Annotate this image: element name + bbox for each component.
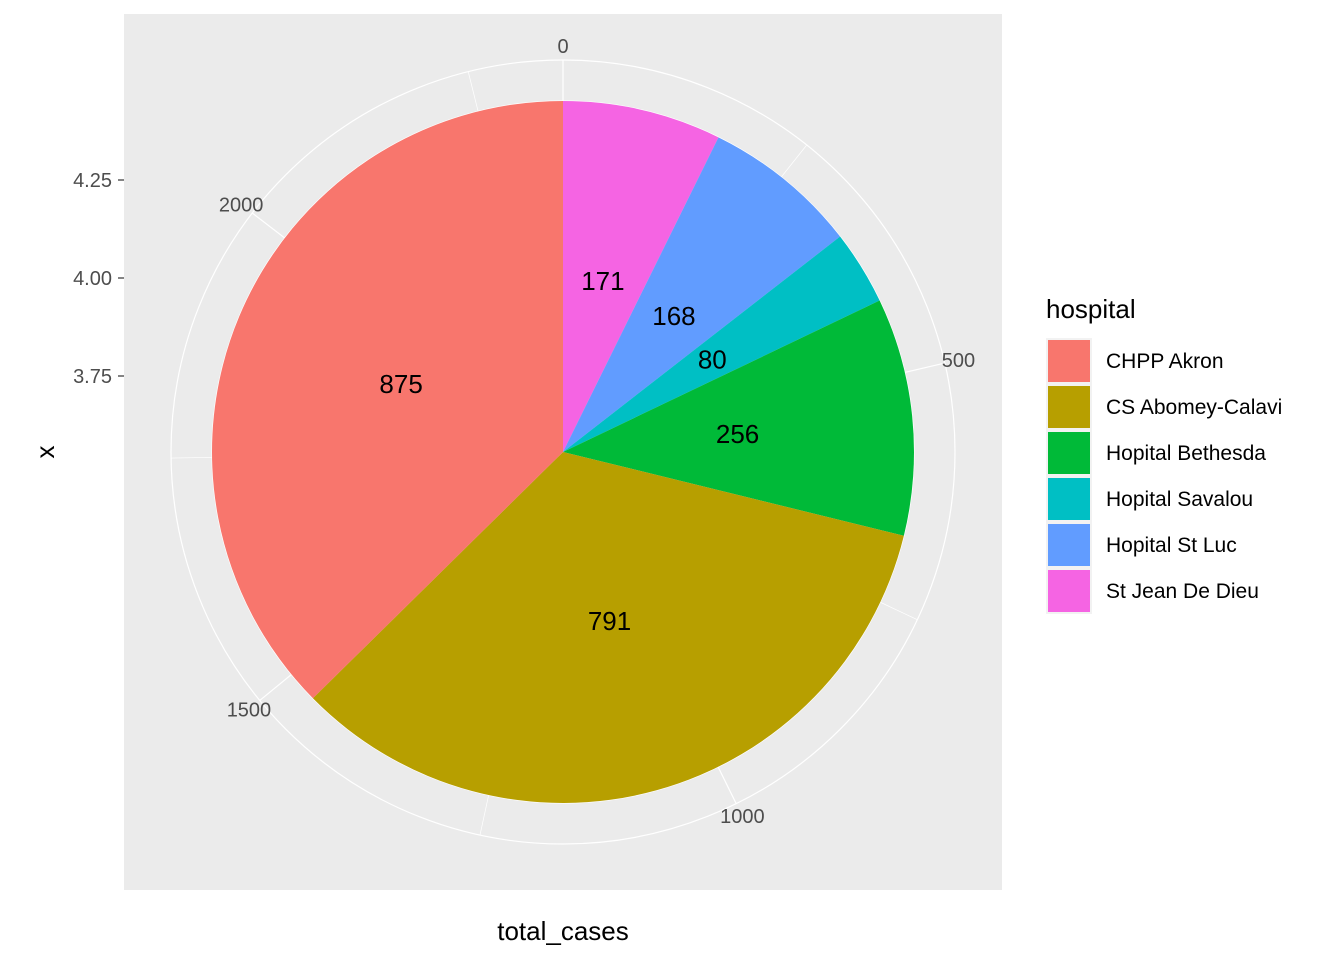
theta-tick-label: 2000 (219, 195, 264, 217)
theta-axis-ticks: 0 500 1000 1500 2000 (219, 36, 975, 828)
slice-value-label: 256 (716, 419, 759, 449)
legend-label: St Jean De Dieu (1106, 580, 1259, 603)
legend-swatch-st-jean-de-dieu (1048, 570, 1090, 612)
slice-value-label: 168 (652, 301, 695, 331)
slice-hopital-st-luc (563, 137, 841, 452)
slice-value-label: 171 (581, 266, 624, 296)
legend-title: hospital (1046, 294, 1136, 324)
slice-value-label: 80 (698, 345, 727, 375)
slice-value-label: 791 (588, 606, 631, 636)
y-tick-label: 3.75 (73, 366, 112, 388)
slice-st-jean-de-dieu (563, 101, 719, 452)
y-axis-title: x (30, 446, 60, 459)
theta-tick-label: 500 (942, 350, 975, 372)
legend-swatch-hopital-savalou (1048, 478, 1090, 520)
theta-tick-label: 0 (557, 36, 568, 58)
slice-chpp-akron (212, 101, 564, 699)
legend-label: Hopital Savalou (1106, 488, 1253, 511)
legend-swatch-hopital-st-luc (1048, 524, 1090, 566)
legend-swatch-hopital-bethesda (1048, 432, 1090, 474)
y-tick-label: 4.00 (73, 268, 112, 290)
legend-swatch-cs-abomey-calavi (1048, 386, 1090, 428)
legend-label: Hopital St Luc (1106, 534, 1237, 557)
slice-cs-abomey-calavi (312, 452, 904, 803)
slice-hopital-savalou (563, 236, 880, 452)
y-tick-label: 4.25 (73, 170, 112, 192)
slice-value-label: 875 (379, 369, 422, 399)
legend-label: Hopital Bethesda (1106, 442, 1266, 465)
theta-tick-label: 1500 (227, 699, 272, 721)
y-axis-ticks: 3.75 4.00 4.25 (73, 170, 124, 388)
legend-label: CHPP Akron (1106, 350, 1224, 373)
legend-swatch-chpp-akron (1048, 340, 1090, 382)
slice-hopital-bethesda (563, 300, 914, 536)
pie-slices (212, 101, 914, 803)
theta-tick-label: 1000 (720, 806, 765, 828)
x-axis-title: total_cases (497, 916, 629, 946)
legend: hospital CHPP Akron CS Abomey-Calavi Hopit… (1046, 294, 1282, 614)
legend-label: CS Abomey-Calavi (1106, 396, 1282, 419)
